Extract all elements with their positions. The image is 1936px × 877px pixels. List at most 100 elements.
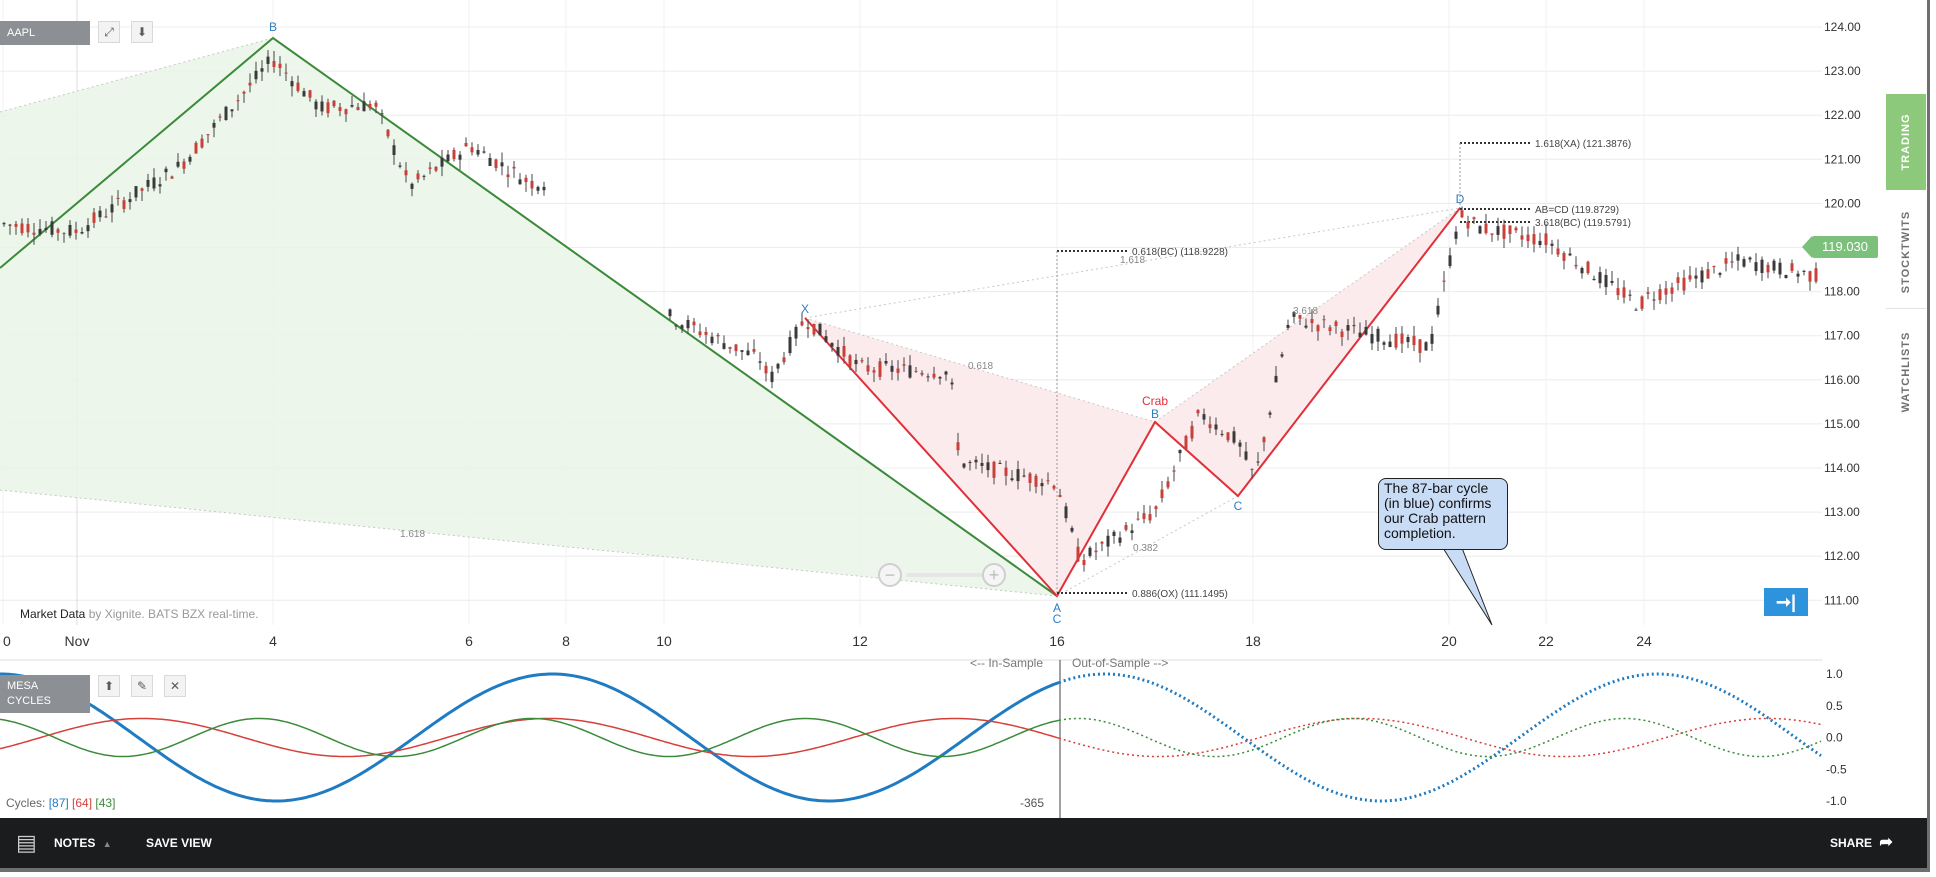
candle-body <box>770 371 774 383</box>
candle-body <box>842 346 846 357</box>
candle-body <box>1694 275 1698 279</box>
annotation-callout[interactable]: The 87-bar cycle (in blue) confirms our … <box>1378 478 1508 550</box>
price-tick-label: 113.00 <box>1824 505 1860 519</box>
candle-body <box>704 331 708 335</box>
candle-body <box>1544 233 1548 246</box>
tab-watchlists[interactable]: WATCHLISTS <box>1886 312 1926 432</box>
candle-body <box>350 105 354 107</box>
candle-body <box>344 109 348 115</box>
candle-body <box>212 122 216 128</box>
mesa-cycle-87-in-sample <box>0 672 1060 803</box>
candle-body <box>1718 273 1722 275</box>
candle-body <box>818 323 822 336</box>
go-to-latest-icon[interactable]: ➞| <box>1764 588 1808 616</box>
edit-pencil-icon[interactable]: ✎ <box>131 675 153 697</box>
zoom-out-icon[interactable]: − <box>878 563 902 587</box>
zoom-in-icon[interactable]: + <box>982 563 1006 587</box>
candle-body <box>422 175 426 177</box>
candle-body <box>1526 234 1530 242</box>
candle-body <box>500 162 504 167</box>
candle-body <box>1550 243 1554 246</box>
candle-body <box>446 154 450 162</box>
candle-body <box>1280 354 1284 357</box>
candle-body <box>1796 273 1800 277</box>
candle-body <box>752 349 756 352</box>
candle-body <box>530 180 534 189</box>
candle-body <box>368 104 372 109</box>
candle-body <box>860 360 864 362</box>
share-button[interactable]: SHARE ➦ <box>1830 818 1893 868</box>
candle-body <box>1634 309 1638 311</box>
mesa-tick-label: -1.0 <box>1826 794 1847 808</box>
candle-body <box>680 325 684 329</box>
candle-body <box>1358 332 1362 338</box>
candle-body <box>1430 333 1434 344</box>
candle-body <box>830 343 834 347</box>
tab-trading-label: TRADING <box>1900 113 1912 171</box>
tab-trading[interactable]: TRADING <box>1886 94 1926 190</box>
candle-body <box>260 68 264 72</box>
expand-icon[interactable]: ⤢ <box>98 21 120 43</box>
candle-body <box>1082 560 1086 566</box>
green-wedge-edge-top <box>0 37 274 113</box>
candle-body <box>44 227 48 231</box>
candle-body <box>950 382 954 385</box>
candle-body <box>1724 258 1728 264</box>
candle-body <box>1538 240 1542 245</box>
download-arrow-icon[interactable]: ⬇ <box>131 21 153 43</box>
chevron-up-icon: ▲ <box>102 839 112 849</box>
mesa-cycle-64-out-sample <box>1058 717 1822 758</box>
tab-stocktwits-label: STOCKTWITS <box>1900 210 1912 294</box>
in-sample-label: <-- In-Sample <box>970 656 1044 670</box>
candle-body <box>1208 424 1212 429</box>
candle-body <box>1256 461 1260 463</box>
date-tick-label: 20 <box>1441 633 1457 649</box>
candle-body <box>1346 325 1350 331</box>
notes-icon[interactable]: ▤ <box>16 830 37 855</box>
close-icon[interactable]: ✕ <box>164 675 186 697</box>
move-up-icon[interactable]: ⬆ <box>98 675 120 697</box>
candle-body <box>38 228 42 235</box>
candle-body <box>926 376 930 378</box>
candle-body <box>1100 541 1104 544</box>
candle-body <box>146 179 150 187</box>
candle-body <box>398 165 402 167</box>
candle-body <box>452 150 456 159</box>
candle-body <box>1088 547 1092 556</box>
save-view-button[interactable]: SAVE VIEW <box>146 836 212 850</box>
mesa-cycles-tag[interactable]: MESA CYCLES <box>0 675 90 713</box>
candle-body <box>1232 431 1236 443</box>
mesa-axis: 1.0 0.5 0.0 -0.5 -1.0 <box>1826 667 1847 808</box>
candle-body <box>176 161 180 167</box>
candle-body <box>1316 325 1320 332</box>
cycle-43: [43] <box>95 796 116 810</box>
candle-body <box>92 212 96 223</box>
candle-body <box>1022 475 1026 477</box>
notes-button[interactable]: NOTES ▲ <box>54 818 112 868</box>
candle-body <box>14 223 18 227</box>
date-tick-label: 6 <box>465 633 473 649</box>
candle-body <box>206 134 210 136</box>
price-tick-label: 114.00 <box>1824 461 1860 475</box>
symbol-tag[interactable]: AAPL <box>0 21 90 45</box>
candle-body <box>404 170 408 176</box>
candle-body <box>1466 221 1470 229</box>
candle-body <box>884 360 888 364</box>
candle-body <box>236 100 240 102</box>
zoom-slider[interactable] <box>906 573 988 577</box>
candle-body <box>920 372 924 375</box>
candle-body <box>1496 226 1500 235</box>
price-chart[interactable]: 124.00123.00122.00121.00120.00119.00118.… <box>0 0 1927 818</box>
candle-body <box>674 325 678 327</box>
candle-body <box>1166 481 1170 488</box>
candle-body <box>1286 324 1290 328</box>
candle-body <box>1112 531 1116 537</box>
candle-body <box>26 223 30 233</box>
candle-body <box>692 321 696 326</box>
candle-body <box>728 346 732 349</box>
tab-stocktwits[interactable]: STOCKTWITS <box>1886 196 1926 309</box>
candle-body <box>320 101 324 112</box>
candle-body <box>140 188 144 191</box>
candle-body <box>278 63 282 69</box>
candle-body <box>32 232 36 235</box>
